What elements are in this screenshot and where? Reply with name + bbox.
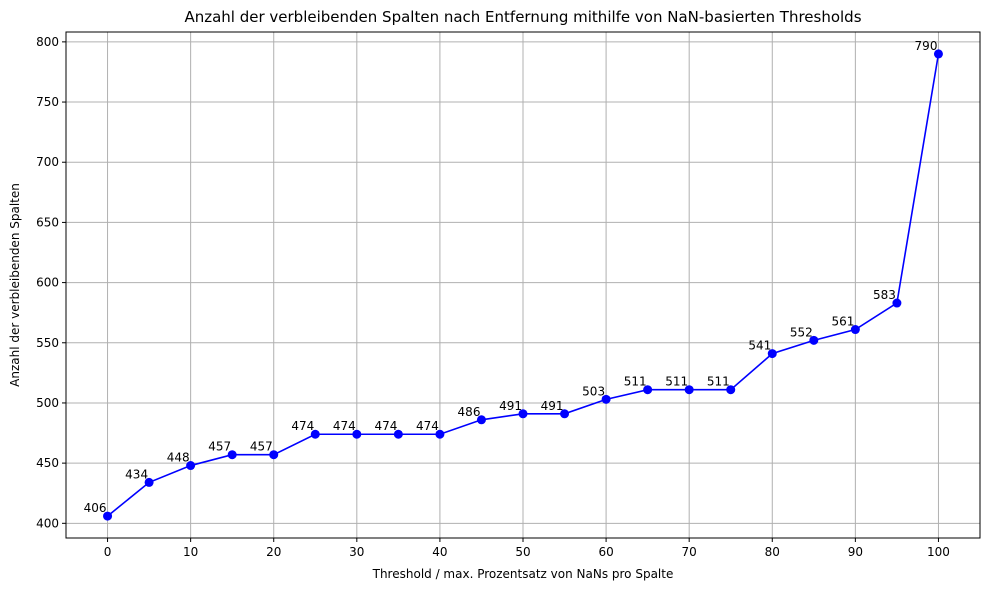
x-tick-label: 40 [432, 545, 447, 559]
data-label: 474 [333, 419, 356, 433]
data-label: 474 [374, 419, 397, 433]
data-point [393, 429, 403, 439]
data-point [684, 385, 694, 395]
y-tick-label: 750 [36, 95, 59, 109]
data-point [310, 429, 320, 439]
data-point [933, 49, 943, 59]
data-label: 406 [84, 501, 107, 515]
x-tick-label: 90 [848, 545, 863, 559]
data-point [850, 325, 860, 335]
data-point [144, 477, 154, 487]
x-tick-label: 70 [682, 545, 697, 559]
data-point [269, 450, 279, 460]
data-point [476, 415, 486, 425]
data-label: 474 [291, 419, 314, 433]
grid [66, 32, 980, 538]
data-label: 583 [873, 288, 896, 302]
data-label: 448 [167, 451, 190, 465]
data-point [435, 429, 445, 439]
y-tick-label: 400 [36, 516, 59, 530]
data-series [103, 49, 943, 521]
y-tick-label: 700 [36, 155, 59, 169]
y-axis-label: Anzahl der verbleibenden Spalten [8, 183, 22, 387]
data-point [767, 349, 777, 359]
data-label: 491 [499, 399, 522, 413]
x-tick-label: 50 [515, 545, 530, 559]
data-point [518, 409, 528, 419]
data-point [809, 335, 819, 345]
data-label: 561 [831, 315, 854, 329]
data-point [227, 450, 237, 460]
chart-title: Anzahl der verbleibenden Spalten nach En… [184, 8, 861, 26]
x-tick-label: 10 [183, 545, 198, 559]
data-label: 491 [541, 399, 564, 413]
x-tick-label: 20 [266, 545, 281, 559]
data-label: 486 [458, 405, 481, 419]
data-point [892, 298, 902, 308]
x-tick-label: 100 [927, 545, 950, 559]
data-label: 511 [707, 375, 730, 389]
x-tick-label: 30 [349, 545, 364, 559]
data-label: 541 [748, 339, 771, 353]
data-label: 511 [624, 375, 647, 389]
data-labels: 406 434 448 457 457 474 474 474 474 486 491 491 503 5… [84, 39, 938, 515]
y-tick-label: 450 [36, 456, 59, 470]
x-tick-label: 60 [598, 545, 613, 559]
data-label: 434 [125, 467, 148, 481]
data-label: 503 [582, 384, 605, 398]
y-tick-label: 650 [36, 215, 59, 229]
data-label: 511 [665, 375, 688, 389]
data-label: 552 [790, 325, 813, 339]
y-tick-label: 550 [36, 336, 59, 350]
data-point [103, 511, 113, 521]
data-point [643, 385, 653, 395]
y-tick-label: 800 [36, 35, 59, 49]
data-label: 474 [416, 419, 439, 433]
data-point [186, 461, 196, 471]
data-point [352, 429, 362, 439]
data-point [726, 385, 736, 395]
data-point [560, 409, 570, 419]
y-tick-label: 600 [36, 276, 59, 290]
x-tick-label: 0 [104, 545, 112, 559]
y-tick-label: 500 [36, 396, 59, 410]
x-tick-label: 80 [765, 545, 780, 559]
axis-ticks: 0 10 20 30 40 50 60 70 80 90 100 400 450 500 550 600 650… [36, 35, 950, 559]
data-label: 790 [915, 39, 938, 53]
data-label: 457 [250, 440, 273, 454]
data-label: 457 [208, 440, 231, 454]
data-point [601, 394, 611, 404]
x-axis-label: Threshold / max. Prozentsatz von NaNs pr… [372, 567, 674, 581]
